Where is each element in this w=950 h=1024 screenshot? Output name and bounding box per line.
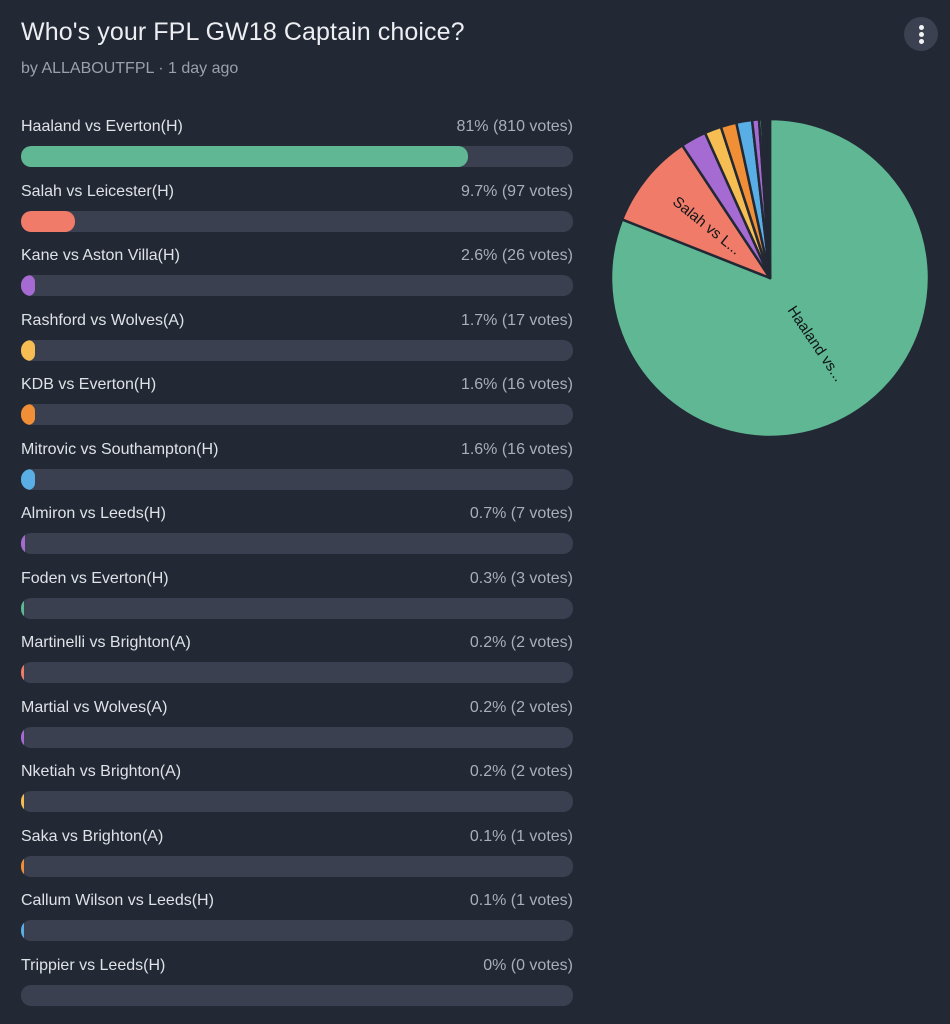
poll-option[interactable]: Saka vs Brighton(A) 0.1% (1 votes) xyxy=(21,828,573,893)
option-label: Kane vs Aston Villa(H) xyxy=(21,247,180,264)
option-label: Martinelli vs Brighton(A) xyxy=(21,634,191,651)
result-bar-track xyxy=(21,791,573,812)
poll-option[interactable]: Salah vs Leicester(H) 9.7% (97 votes) xyxy=(21,183,573,248)
poll-option[interactable]: Rashford vs Wolves(A) 1.7% (17 votes) xyxy=(21,312,573,377)
poll-subtitle: by ALLABOUTFPL · 1 day ago xyxy=(21,60,239,77)
option-label: Saka vs Brighton(A) xyxy=(21,827,164,845)
option-result: 0.2% (2 votes) xyxy=(469,634,573,651)
poll-option[interactable]: Trippier vs Leeds(H) 0% (0 votes) xyxy=(21,957,573,1022)
pie-slice[interactable] xyxy=(620,144,772,280)
result-bar-track xyxy=(21,597,573,619)
poll-option[interactable]: Nketiah vs Brighton(A) 0.2% (2 votes) xyxy=(21,763,573,828)
option-result: 2.6% (26 votes) xyxy=(460,247,573,264)
poll-option[interactable]: Kane vs Aston Villa(H) 2.6% (26 votes) xyxy=(21,247,573,312)
poll-option[interactable]: Haaland vs Everton(H) 81% (810 votes) xyxy=(21,118,573,183)
result-bar-track xyxy=(21,726,573,748)
result-bar-track xyxy=(21,210,573,232)
result-bar-track xyxy=(21,920,573,941)
option-result: 1.7% (17 votes) xyxy=(460,311,573,329)
option-result: 1.6% (16 votes) xyxy=(460,440,573,458)
option-result: 0.2% (2 votes) xyxy=(469,698,573,716)
pie-chart-svg: Haaland vs...Salah vs L... xyxy=(609,117,931,439)
poll-title: Who's your FPL GW18 Captain choice? xyxy=(21,18,465,46)
result-bar-track xyxy=(21,146,573,167)
poll-option[interactable]: Callum Wilson vs Leeds(H) 0.1% (1 votes) xyxy=(21,892,573,957)
poll-option[interactable]: Mitrovic vs Southampton(H) 1.6% (16 votes… xyxy=(21,441,573,506)
result-bar-fill xyxy=(21,146,469,167)
result-bar-fill xyxy=(21,855,24,877)
poll-option[interactable]: Almiron vs Leeds(H) 0.7% (7 votes) xyxy=(21,505,573,570)
option-result: 0.1% (1 votes) xyxy=(469,892,573,909)
poll-option[interactable]: Martial vs Wolves(A) 0.2% (2 votes) xyxy=(21,699,573,764)
result-bar-track xyxy=(21,275,573,296)
more-options-button[interactable] xyxy=(904,17,938,51)
results-pie-chart: Haaland vs... Salah vs L... xyxy=(609,117,931,439)
result-bar-fill xyxy=(21,468,35,490)
poll-option[interactable]: Foden vs Everton(H) 0.3% (3 votes) xyxy=(21,570,573,635)
option-label: Mitrovic vs Southampton(H) xyxy=(21,440,219,458)
result-bar-track xyxy=(21,984,573,1006)
result-bar-track xyxy=(21,855,573,877)
option-result: 81% (810 votes) xyxy=(456,118,573,135)
result-bar-fill xyxy=(21,339,35,361)
option-label: KDB vs Everton(H) xyxy=(21,376,157,393)
poll-option[interactable]: KDB vs Everton(H) 1.6% (16 votes) xyxy=(21,376,573,441)
option-label: Trippier vs Leeds(H) xyxy=(21,956,166,974)
poll-options-list: Haaland vs Everton(H) 81% (810 votes) Sala… xyxy=(21,118,573,1021)
option-result: 1.6% (16 votes) xyxy=(460,376,573,393)
result-bar-track xyxy=(21,533,573,554)
result-bar-fill xyxy=(21,662,24,683)
result-bar-fill xyxy=(21,597,24,619)
option-result: 0% (0 votes) xyxy=(483,956,573,974)
result-bar-fill xyxy=(21,920,24,941)
option-label: Martial vs Wolves(A) xyxy=(21,698,168,716)
result-bar-fill xyxy=(21,726,24,748)
option-label: Foden vs Everton(H) xyxy=(21,569,169,587)
option-result: 0.1% (1 votes) xyxy=(469,827,573,845)
option-label: Rashford vs Wolves(A) xyxy=(21,311,185,329)
result-bar-track xyxy=(21,404,573,425)
option-label: Haaland vs Everton(H) xyxy=(21,118,183,135)
result-bar-track xyxy=(21,662,573,683)
result-bar-fill xyxy=(21,791,24,812)
option-result: 9.7% (97 votes) xyxy=(460,182,573,200)
result-bar-fill xyxy=(21,404,35,425)
option-label: Callum Wilson vs Leeds(H) xyxy=(21,892,214,909)
option-result: 0.2% (2 votes) xyxy=(469,763,573,780)
result-bar-fill xyxy=(21,533,25,554)
result-bar-track xyxy=(21,468,573,490)
option-label: Salah vs Leicester(H) xyxy=(21,182,174,200)
poll-option[interactable]: Martinelli vs Brighton(A) 0.2% (2 votes) xyxy=(21,634,573,699)
result-bar-fill xyxy=(21,275,36,296)
result-bar-fill xyxy=(21,210,75,232)
option-label: Almiron vs Leeds(H) xyxy=(21,505,166,522)
result-bar-track xyxy=(21,339,573,361)
pie-slice[interactable] xyxy=(767,117,772,280)
option-result: 0.3% (3 votes) xyxy=(469,569,573,587)
option-label: Nketiah vs Brighton(A) xyxy=(21,763,182,780)
option-result: 0.7% (7 votes) xyxy=(469,505,573,522)
